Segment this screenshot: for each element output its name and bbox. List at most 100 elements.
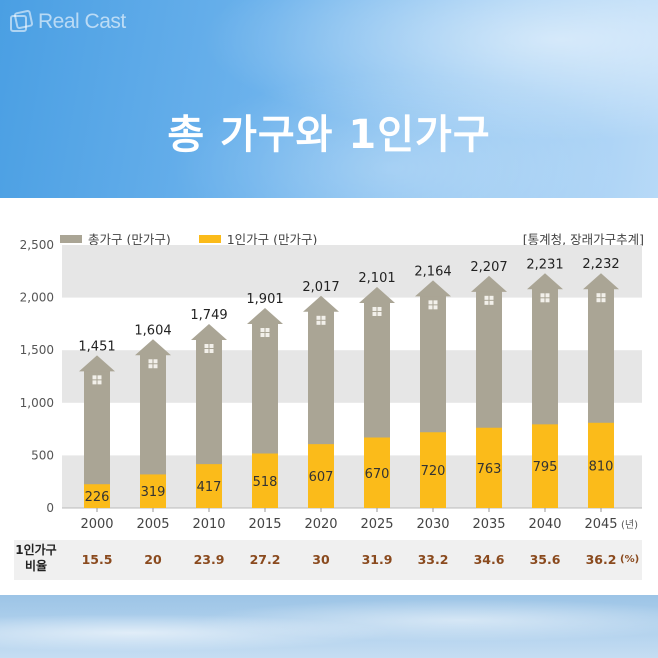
house-window-icon xyxy=(316,315,326,325)
x-tick-label: 2020 xyxy=(304,517,337,532)
window-pane xyxy=(377,306,382,311)
legend-swatch-single xyxy=(198,234,221,243)
brand-logo: Real Cast xyxy=(8,9,126,34)
house-window-icon xyxy=(92,375,102,385)
single-value-label: 795 xyxy=(533,460,558,475)
window-pane xyxy=(321,320,326,325)
y-tick-label: 500 xyxy=(31,448,54,462)
x-tick-label: 2030 xyxy=(416,517,449,532)
bar-single xyxy=(476,427,502,508)
single-value-label: 417 xyxy=(197,480,222,495)
x-tick-label: 2000 xyxy=(80,517,113,532)
total-value-label: 2,207 xyxy=(470,260,507,275)
bar-single xyxy=(140,474,166,508)
total-value-label: 2,231 xyxy=(526,257,563,272)
window-pane xyxy=(433,305,438,310)
window-pane xyxy=(428,305,433,310)
window-pane xyxy=(97,380,102,385)
brand-name: Real Cast xyxy=(38,10,126,33)
bar-single xyxy=(588,422,614,508)
bar-single xyxy=(252,453,278,508)
window-pane xyxy=(209,344,214,349)
y-axis: 0 500 1,000 1,500 2,000 2,500 xyxy=(20,238,54,515)
x-unit-label: (년) xyxy=(621,519,638,531)
ratio-unit: (%) xyxy=(620,554,640,565)
ratio-value: 33.2 xyxy=(417,552,449,567)
window-pane xyxy=(153,359,158,364)
sky-footer xyxy=(0,595,658,658)
window-pane xyxy=(377,311,382,316)
window-pane xyxy=(489,295,494,300)
single-value-label: 810 xyxy=(589,459,614,474)
bar-single xyxy=(84,484,110,508)
house-roof xyxy=(191,324,227,341)
house-roof xyxy=(135,339,171,356)
bar-single xyxy=(364,437,390,508)
x-tick-label: 2025 xyxy=(360,517,393,532)
window-pane xyxy=(321,315,326,320)
total-value-label: 2,017 xyxy=(302,280,339,295)
bar-single xyxy=(420,432,446,508)
ratio-label-line1: 1인가구 xyxy=(15,543,57,557)
window-pane xyxy=(148,364,153,369)
window-pane xyxy=(601,293,606,298)
house-roof xyxy=(247,308,283,325)
window-pane xyxy=(433,300,438,305)
bar-single xyxy=(196,464,222,508)
window-pane xyxy=(372,306,377,311)
ratio-value: 35.6 xyxy=(529,552,561,567)
single-value-label: 518 xyxy=(253,475,278,490)
window-pane xyxy=(97,375,102,380)
single-value-label: 607 xyxy=(309,470,334,485)
window-pane xyxy=(484,300,489,305)
legend-item-single: 1인가구 (만가구) xyxy=(198,229,317,248)
window-pane xyxy=(372,311,377,316)
total-value-label: 2,232 xyxy=(582,257,619,272)
x-tick-label: 2035 xyxy=(472,517,505,532)
window-pane xyxy=(601,298,606,303)
y-tick-label: 1,000 xyxy=(20,396,54,410)
window-pane xyxy=(540,293,545,298)
window-pane xyxy=(148,359,153,364)
house-window-icon xyxy=(596,293,606,303)
y-tick-label: 1,500 xyxy=(20,343,54,357)
window-pane xyxy=(153,364,158,369)
total-value-label: 1,451 xyxy=(78,339,115,354)
legend-item-total: 총가구 (만가구) xyxy=(60,229,171,248)
ratio-value: 36.2 xyxy=(585,552,617,567)
ratio-row: 1인가구 비율 15.5 20 23.9 27.2 30 31.9 33.2 34.6 35.6… xyxy=(14,540,642,580)
window-pane xyxy=(265,328,270,333)
window-pane xyxy=(596,293,601,298)
house-roof xyxy=(583,273,619,290)
house-window-icon xyxy=(260,328,270,338)
x-tick-label: 2010 xyxy=(192,517,225,532)
window-pane xyxy=(428,300,433,305)
total-value-label: 1,749 xyxy=(190,308,227,323)
single-value-label: 720 xyxy=(421,464,446,479)
window-pane xyxy=(316,320,321,325)
ratio-value: 30 xyxy=(312,552,330,567)
x-axis: 2000 2005 2010 2015 2020 2025 2030 2035 2040 2045… xyxy=(80,508,638,532)
single-value-label: 319 xyxy=(141,485,166,500)
window-pane xyxy=(596,298,601,303)
house-window-icon xyxy=(484,295,494,305)
y-tick-label: 2,000 xyxy=(20,291,54,305)
realcast-logo-icon xyxy=(8,9,34,33)
x-tick-label: 2045 xyxy=(584,517,617,532)
house-window-icon xyxy=(428,300,438,310)
legend-swatch-total xyxy=(60,234,82,243)
house-roof xyxy=(303,295,339,312)
ratio-label: 1인가구 비율 xyxy=(14,542,58,574)
house-window-icon xyxy=(148,359,158,369)
house-roof xyxy=(415,280,451,297)
window-pane xyxy=(265,333,270,338)
y-tick-label: 0 xyxy=(46,501,54,515)
window-pane xyxy=(545,298,550,303)
house-window-icon xyxy=(540,293,550,303)
ratio-value: 31.9 xyxy=(361,552,393,567)
source-note: [통계청, 장래가구추계] xyxy=(522,232,644,247)
window-pane xyxy=(209,349,214,354)
window-pane xyxy=(204,349,209,354)
window-pane xyxy=(484,295,489,300)
window-pane xyxy=(540,298,545,303)
